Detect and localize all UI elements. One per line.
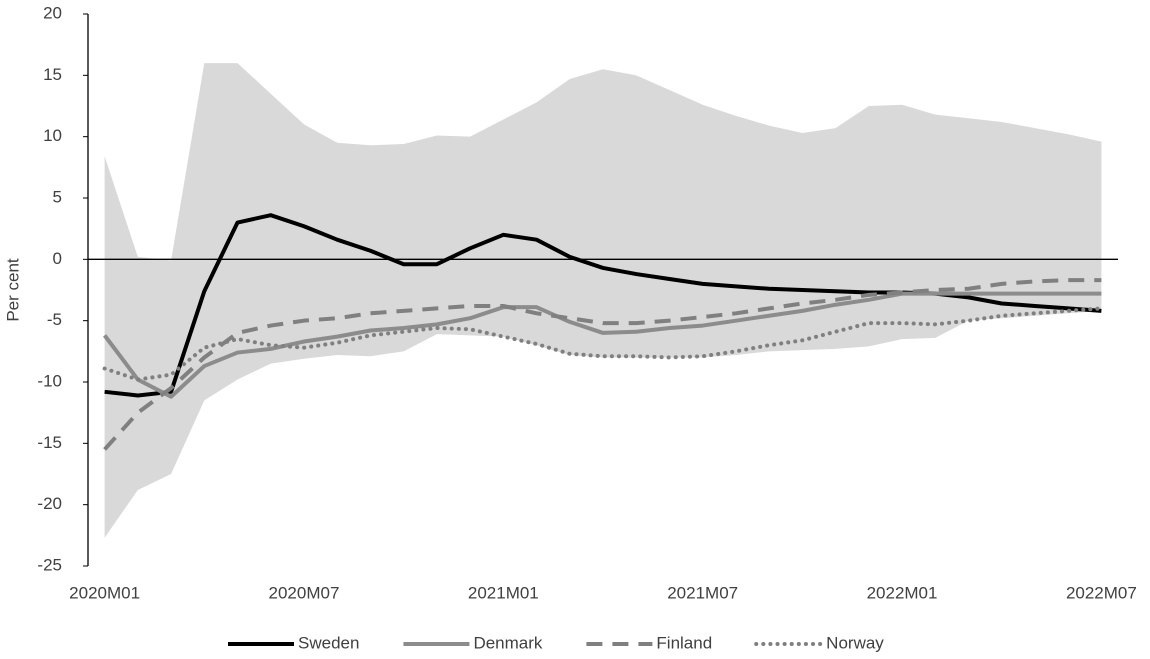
y-tick-label: 10 — [43, 126, 62, 145]
series-line — [103, 278, 1102, 451]
legend-label: Finland — [656, 633, 712, 652]
series-line — [102, 306, 1104, 382]
y-tick-label: 0 — [53, 249, 62, 268]
series-line — [103, 291, 1102, 399]
x-tick-label: 2020M07 — [269, 583, 340, 602]
y-tick-label: 20 — [43, 3, 62, 22]
legend-label: Denmark — [473, 633, 542, 652]
range-band — [104, 63, 1102, 538]
y-tick-label: 15 — [43, 65, 62, 84]
legend-label: Sweden — [298, 633, 359, 652]
y-tick-label: 5 — [53, 187, 62, 206]
x-tick-label: 2021M07 — [667, 583, 738, 602]
x-tick-label: 2022M01 — [867, 583, 938, 602]
y-tick-label: -15 — [37, 433, 62, 452]
y-tick-label: -5 — [47, 310, 62, 329]
y-tick-label: -10 — [37, 371, 62, 390]
x-tick-label: 2020M01 — [69, 583, 140, 602]
y-axis-label: Per cent — [3, 258, 22, 322]
y-tick-label: -20 — [37, 494, 62, 513]
x-tick-label: 2021M01 — [468, 583, 539, 602]
legend-label: Norway — [826, 633, 884, 652]
y-tick-label: -25 — [37, 555, 62, 574]
x-tick-label: 2022M07 — [1066, 583, 1137, 602]
